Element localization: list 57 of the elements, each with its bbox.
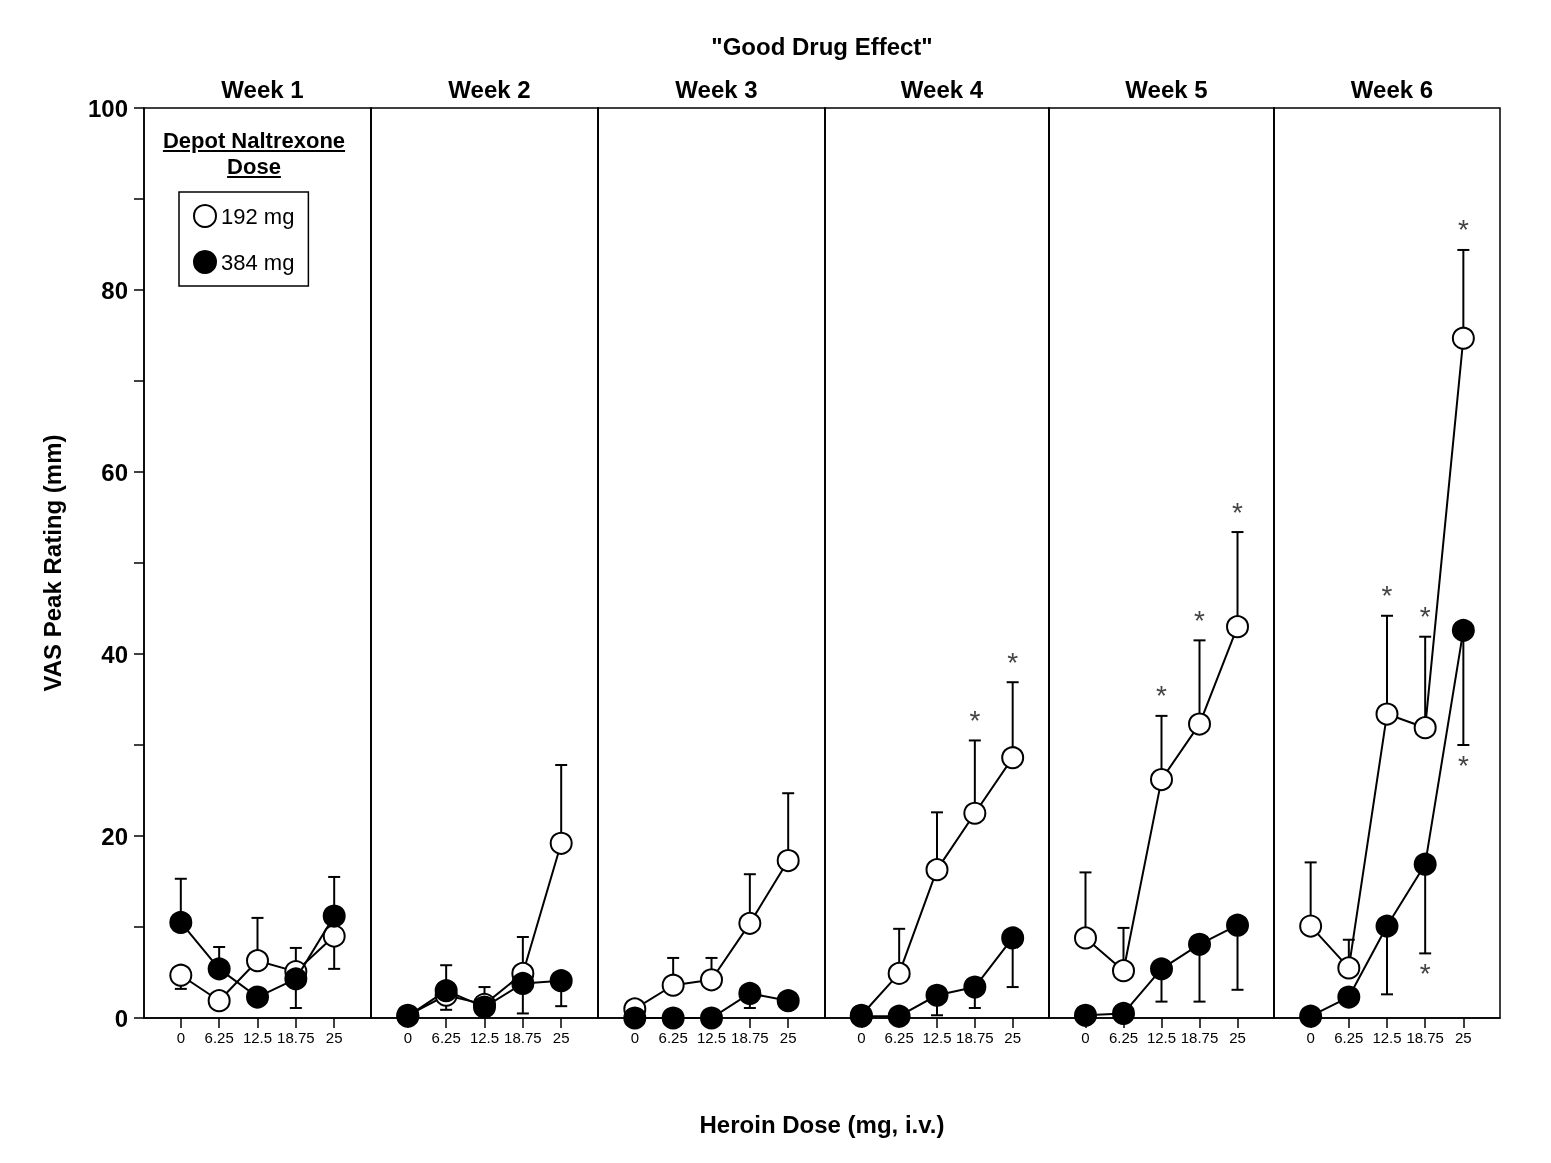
x-tick-label: 12.5	[922, 1029, 952, 1046]
chart-title: Week 4	[900, 75, 984, 103]
x-tick-label: 0	[1306, 1029, 1315, 1046]
x-tick-label: 12.5	[696, 1029, 727, 1046]
x-tick-label: 25	[1004, 1029, 1022, 1046]
x-tick-label: 6.25	[1108, 1029, 1139, 1046]
x-tick-label: 18.75	[956, 1029, 994, 1046]
legend-label: 192 mg	[221, 203, 295, 229]
chart-title: Week 6	[1350, 75, 1434, 103]
x-tick-label: 18.75	[277, 1029, 315, 1046]
x-tick-label: 25	[325, 1029, 343, 1046]
annotation: *	[1457, 749, 1469, 781]
x-tick-label: 0	[857, 1029, 866, 1046]
annotation: *	[1007, 646, 1019, 678]
text: "Good Drug Effect"	[710, 33, 934, 61]
x-tick-label: 25	[552, 1029, 570, 1046]
y-axis-title: VAS Peak Rating (mm)	[38, 434, 66, 692]
x-tick-label: 18.75	[1406, 1029, 1444, 1046]
annotation: *	[969, 704, 981, 736]
x-tick-label: 0	[630, 1029, 639, 1046]
annotation: *	[1381, 580, 1393, 612]
legend-title: Depot Naltrexone Dose	[162, 128, 346, 179]
annotation: *	[1457, 214, 1469, 246]
chart-title: Week 2	[448, 75, 531, 103]
x-tick-label: 0	[176, 1029, 185, 1046]
x-tick-label: 12.5	[469, 1029, 500, 1046]
annotation: *	[1232, 496, 1244, 528]
x-tick-label: 0	[403, 1029, 412, 1046]
x-tick-label: 18.75	[504, 1029, 542, 1046]
y-tick-label: 60	[101, 458, 128, 486]
y-tick-label: 20	[101, 822, 128, 850]
y-tick-label: 40	[101, 640, 128, 668]
y-tick-label: 100	[87, 94, 128, 122]
x-tick-label: 6.25	[1334, 1029, 1364, 1046]
x-tick-label: 25	[779, 1029, 797, 1046]
annotation: *	[1419, 957, 1431, 989]
chart-title: Week 5	[1125, 75, 1208, 103]
x-axis-title: Heroin Dose (mg, i.v.)	[698, 1111, 946, 1139]
legend-label: 384 mg	[221, 249, 295, 275]
x-tick-label: 12.5	[1146, 1029, 1177, 1046]
y-tick-label: 80	[101, 276, 128, 304]
x-tick-label: 25	[1455, 1029, 1472, 1046]
x-tick-label: 25	[1229, 1029, 1246, 1046]
x-tick-label: 6.25	[431, 1029, 461, 1046]
x-tick-label: 6.25	[884, 1029, 914, 1046]
x-tick-label: 12.5	[1372, 1029, 1402, 1046]
annotation: *	[1194, 604, 1206, 636]
x-tick-label: 18.75	[731, 1029, 769, 1046]
annotation: *	[1156, 680, 1168, 712]
x-tick-label: 6.25	[204, 1029, 234, 1046]
chart-title: Week 3	[675, 75, 758, 103]
x-tick-label: 18.75	[1180, 1029, 1219, 1046]
x-tick-label: 0	[1081, 1029, 1090, 1046]
x-tick-label: 6.25	[658, 1029, 688, 1046]
x-tick-label: 12.5	[242, 1029, 273, 1046]
chart-title: Week 1	[221, 75, 304, 103]
annotation: *	[1419, 601, 1431, 633]
